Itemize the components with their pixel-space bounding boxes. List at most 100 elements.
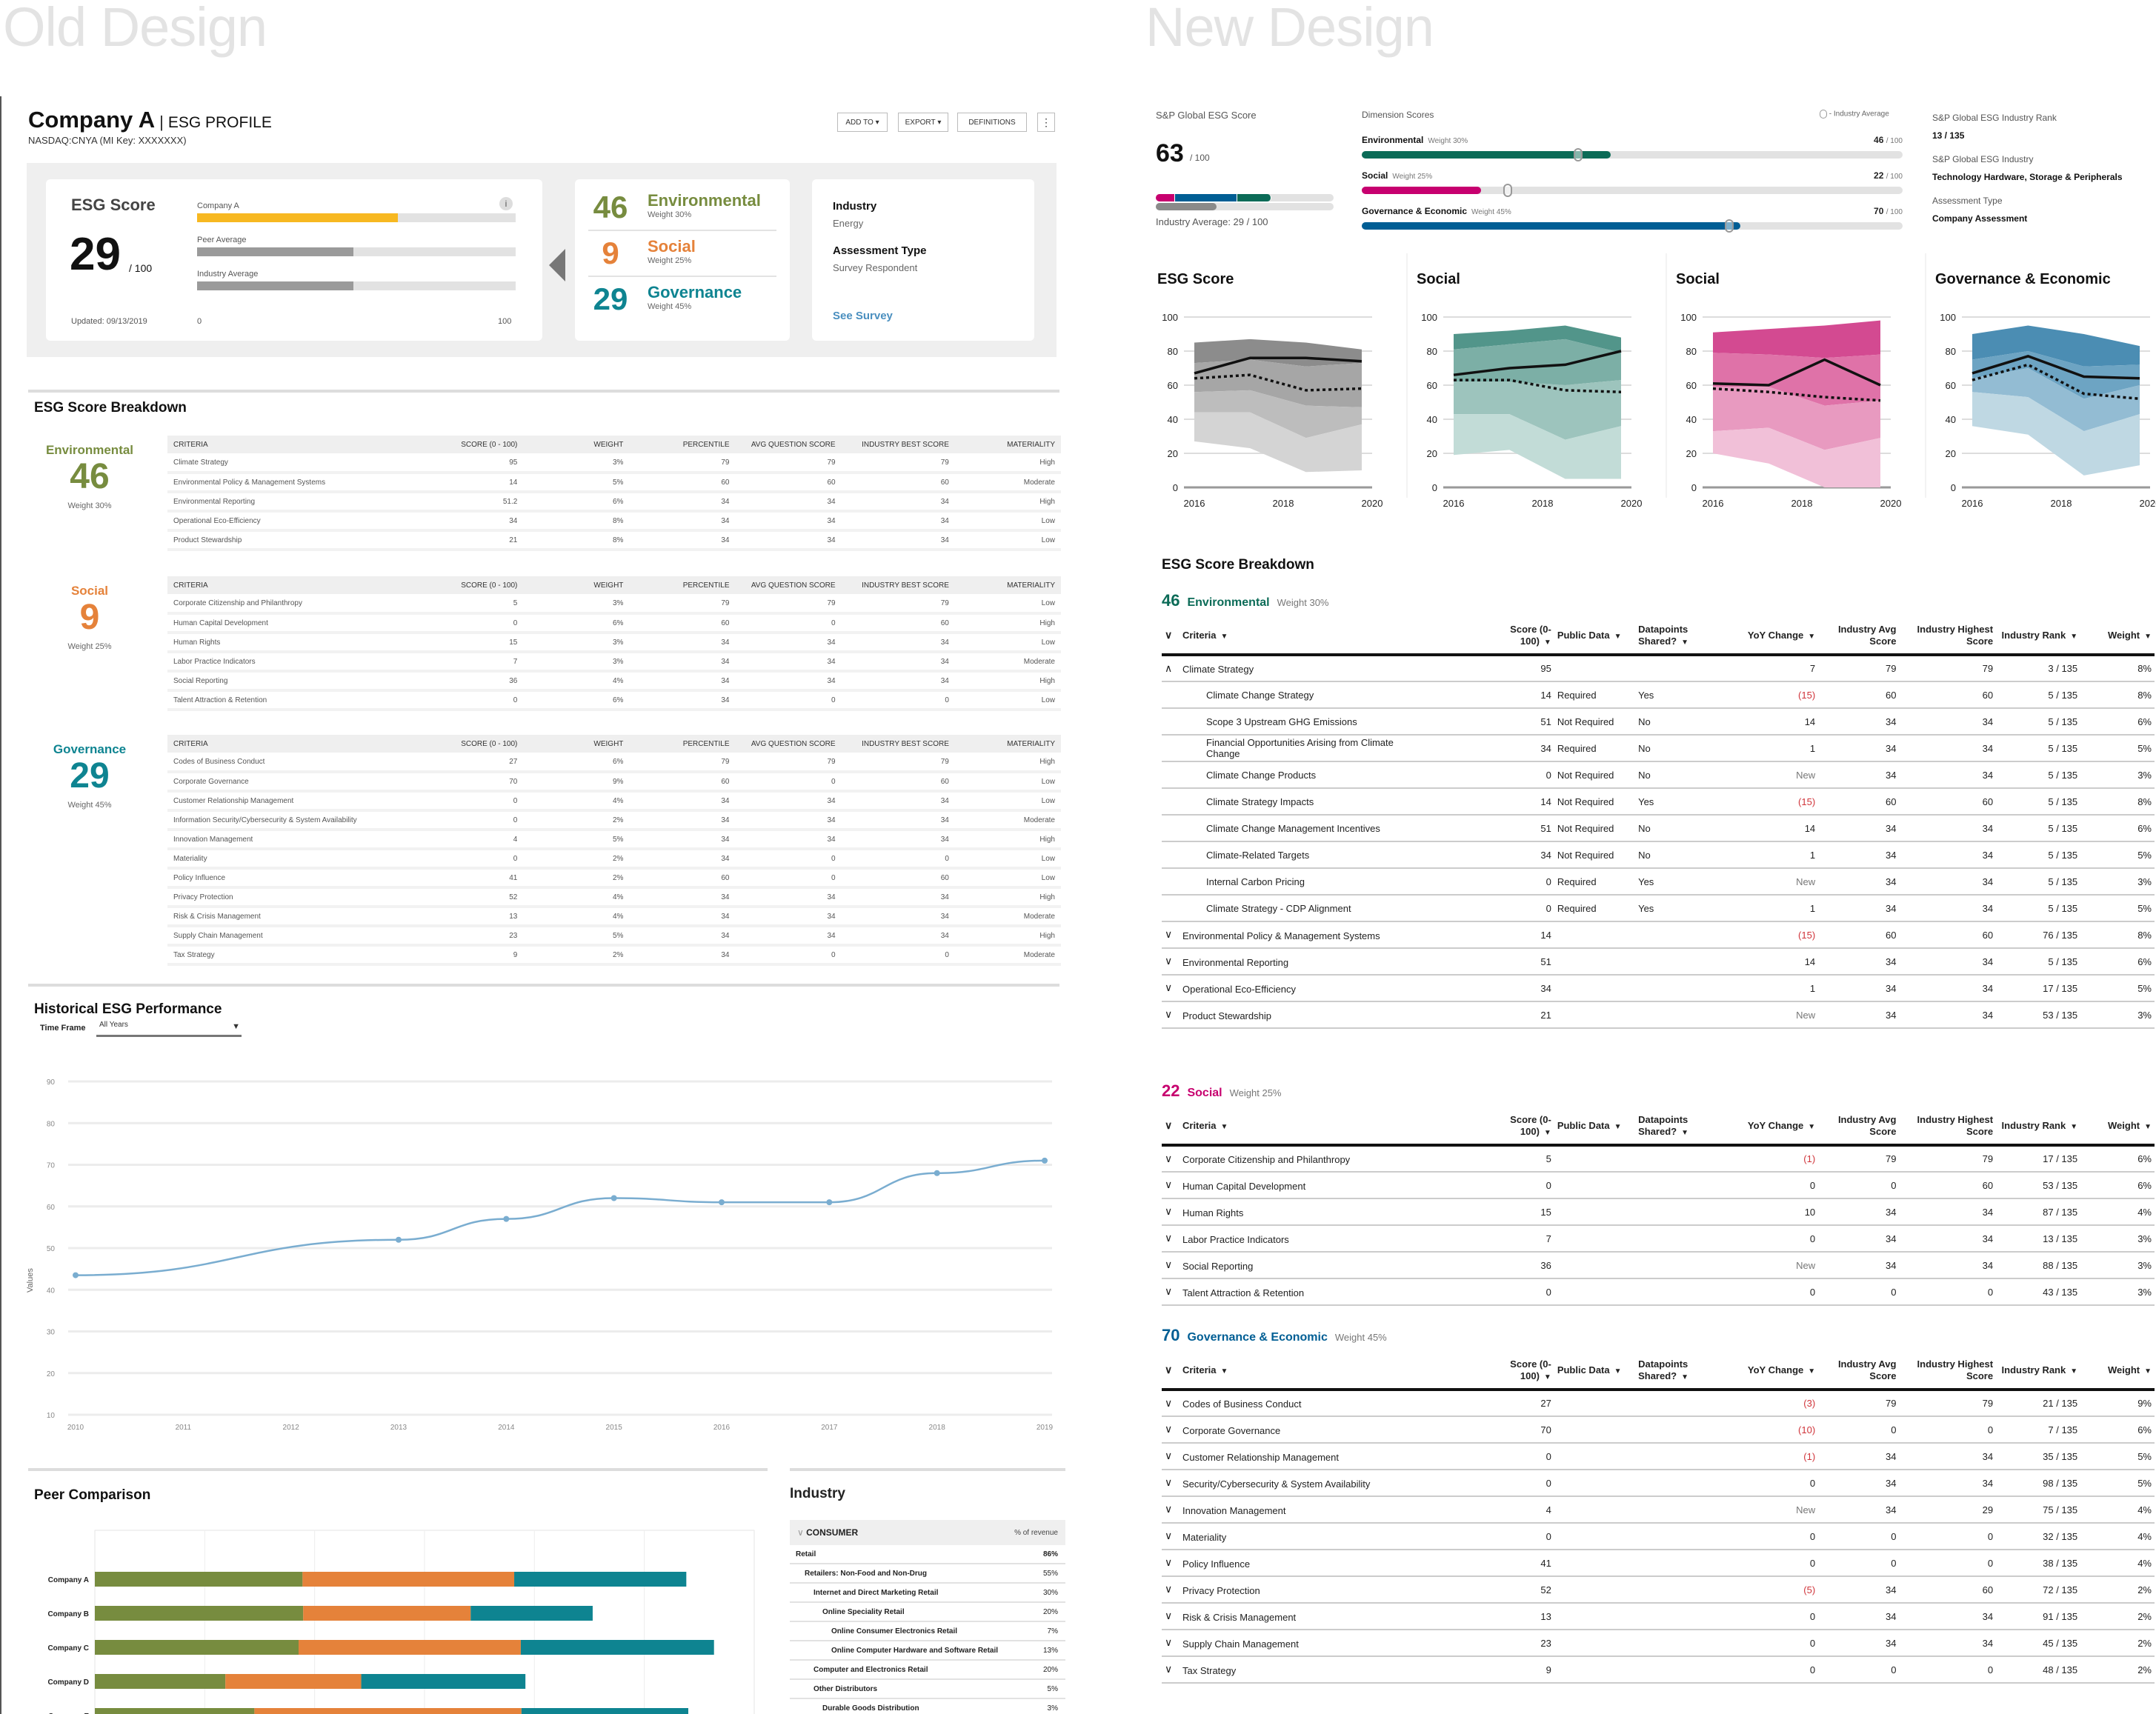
chevron-down-icon[interactable]: ∨ — [1165, 1119, 1173, 1132]
table-row[interactable]: ∨ Talent Attraction & Retention 0 0 0 0 43 / 1… — [1162, 1278, 2155, 1306]
sort-icon[interactable]: ▼ — [1808, 632, 1816, 641]
table-row[interactable]: Climate Change Strategy 14 Required Yes (15)… — [1162, 681, 2155, 709]
industry-average-marker[interactable] — [1574, 148, 1583, 161]
bar-social[interactable] — [225, 1674, 362, 1689]
export-button[interactable]: EXPORT ▾ — [898, 113, 948, 132]
definitions-button[interactable]: DEFINITIONS — [957, 113, 1027, 132]
chevron-down-icon[interactable]: ∨ — [1165, 1583, 1173, 1595]
column-header[interactable]: Industry Highest Score — [1899, 1108, 1997, 1147]
column-header[interactable]: Score (0-100) ▼ — [1487, 1353, 1554, 1391]
chevron-down-icon[interactable]: ∨ — [1165, 1178, 1173, 1191]
column-header[interactable]: MATERIALITY — [954, 436, 1061, 453]
column-header[interactable]: YoY Change ▼ — [1726, 1353, 1819, 1391]
sort-icon[interactable]: ▼ — [1543, 1128, 1551, 1137]
chevron-down-icon[interactable]: ∨ — [1165, 1205, 1173, 1218]
bar-governance[interactable] — [470, 1606, 593, 1621]
table-row[interactable]: ∨ Innovation Management 4 New 34 29 75 / 135 4% — [1162, 1496, 2155, 1524]
chevron-up-icon[interactable]: ∧ — [1165, 661, 1173, 674]
column-header[interactable]: PERCENTILE — [629, 576, 736, 594]
sort-icon[interactable]: ▼ — [1220, 633, 1228, 641]
table-row[interactable]: Climate Strategy Impacts 14 Not Required Ye… — [1162, 788, 2155, 816]
table-row[interactable]: ∨ Security/Cybersecurity & System Availab… — [1162, 1470, 2155, 1497]
data-point[interactable] — [1042, 1157, 1048, 1164]
sort-icon[interactable]: ▼ — [1681, 638, 1689, 647]
column-header[interactable]: WEIGHT — [523, 576, 630, 594]
column-header[interactable]: Industry Rank ▼ — [1996, 618, 2081, 656]
sort-icon[interactable]: ▼ — [2070, 1367, 2078, 1375]
bar-social[interactable] — [299, 1640, 521, 1655]
sort-icon[interactable]: ▼ — [1220, 1367, 1228, 1376]
column-header[interactable]: Score (0-100) ▼ — [1487, 618, 1554, 656]
column-header[interactable]: ∨ Criteria ▼ — [1162, 1353, 1488, 1391]
table-row[interactable]: ∨ Risk & Crisis Management 13 0 34 34 91 / 135… — [1162, 1603, 2155, 1630]
chevron-down-icon[interactable]: ∨ — [1165, 1396, 1173, 1409]
sort-icon[interactable]: ▼ — [1543, 1373, 1551, 1381]
column-header[interactable]: PERCENTILE — [629, 436, 736, 453]
bar-governance[interactable] — [514, 1572, 687, 1587]
table-row[interactable]: ∨ Social Reporting 36 New 34 34 88 / 135 3% — [1162, 1252, 2155, 1279]
sort-icon[interactable]: ▼ — [1614, 632, 1622, 641]
column-header[interactable]: Industry Rank ▼ — [1996, 1108, 2081, 1147]
see-survey-link[interactable]: See Survey — [833, 310, 893, 322]
column-header[interactable]: SCORE (0 - 100) — [417, 576, 524, 594]
bar-social[interactable] — [303, 1606, 471, 1621]
chevron-down-icon[interactable]: ∨ — [1165, 928, 1173, 941]
chevron-down-icon[interactable]: ∨ — [1165, 955, 1173, 967]
column-header[interactable]: Public Data ▼ — [1554, 618, 1636, 656]
data-point[interactable] — [396, 1236, 402, 1243]
chevron-down-icon[interactable]: ∨ — [1165, 1476, 1173, 1489]
sort-icon[interactable]: ▼ — [1614, 1367, 1622, 1375]
column-header[interactable]: Weight ▼ — [2080, 1108, 2155, 1147]
column-header[interactable]: MATERIALITY — [954, 735, 1061, 753]
bar-governance[interactable] — [361, 1674, 526, 1689]
sort-icon[interactable]: ▼ — [2070, 1122, 2078, 1131]
column-header[interactable]: AVG QUESTION SCORE — [735, 436, 842, 453]
table-row[interactable]: ∨ Tax Strategy 9 0 0 0 48 / 135 2% — [1162, 1656, 2155, 1684]
column-header[interactable]: MATERIALITY — [954, 576, 1061, 594]
table-row[interactable]: ∨ Materiality 0 0 0 0 32 / 135 4% — [1162, 1523, 2155, 1550]
sort-icon[interactable]: ▼ — [1681, 1128, 1689, 1137]
info-icon[interactable]: i — [499, 197, 513, 210]
column-header[interactable]: Industry Highest Score — [1899, 1353, 1997, 1391]
chevron-down-icon[interactable]: ∨ — [1165, 1530, 1173, 1542]
more-options-button[interactable]: ⋮ — [1037, 113, 1055, 132]
sort-icon[interactable]: ▼ — [1808, 1122, 1816, 1131]
table-row[interactable]: ∨ Corporate Citizenship and Philanthropy 5… — [1162, 1145, 2155, 1173]
table-row[interactable]: Financial Opportunities Arising from Cli… — [1162, 735, 2155, 762]
column-header[interactable]: INDUSTRY BEST SCORE — [841, 735, 955, 753]
sort-icon[interactable]: ▼ — [1808, 1367, 1816, 1375]
column-header[interactable]: CRITERIA — [167, 436, 418, 453]
data-point[interactable] — [719, 1199, 725, 1206]
column-header[interactable]: YoY Change ▼ — [1726, 618, 1819, 656]
table-row[interactable]: Climate-Related Targets 34 Not Required No 1… — [1162, 841, 2155, 869]
data-point[interactable] — [934, 1170, 940, 1176]
timeframe-select[interactable]: All Years ▼ — [96, 1021, 242, 1037]
column-header[interactable]: Weight ▼ — [2080, 1353, 2155, 1391]
column-header[interactable]: AVG QUESTION SCORE — [735, 735, 842, 753]
table-row[interactable]: ∨ Privacy Protection 52 (5) 34 60 72 / 135 2% — [1162, 1576, 2155, 1604]
bar-governance[interactable] — [521, 1708, 688, 1714]
table-row[interactable]: ∨ Codes of Business Conduct 27 (3) 79 79 21 / … — [1162, 1390, 2155, 1417]
table-row[interactable]: ∨ Environmental Reporting 51 14 34 34 5 / 135 6… — [1162, 948, 2155, 976]
data-point[interactable] — [826, 1199, 833, 1206]
industry-group-header[interactable]: ∨ CONSUMER % of revenue — [790, 1520, 1065, 1545]
bar-environmental[interactable] — [95, 1708, 255, 1714]
column-header[interactable]: Weight ▼ — [2080, 618, 2155, 656]
sort-icon[interactable]: ▼ — [1543, 638, 1551, 647]
chevron-down-icon[interactable]: ∨ — [1165, 1152, 1173, 1164]
table-row[interactable]: Internal Carbon Pricing 0 Required Yes New 34… — [1162, 868, 2155, 896]
industry-average-marker[interactable] — [1725, 219, 1734, 233]
column-header[interactable]: Score (0-100) ▼ — [1487, 1108, 1554, 1147]
table-row[interactable]: Climate Change Products 0 Not Required No Ne… — [1162, 761, 2155, 789]
table-row[interactable]: ∧ Climate Strategy 95 7 79 79 3 / 135 8% — [1162, 655, 2155, 682]
column-header[interactable]: Industry Avg Score — [1818, 618, 1900, 656]
table-row[interactable]: ∨ Corporate Governance 70 (10) 0 0 7 / 135 6% — [1162, 1416, 2155, 1444]
column-header[interactable]: CRITERIA — [167, 576, 418, 594]
chevron-down-icon[interactable]: ∨ — [1165, 1008, 1173, 1021]
chevron-down-icon[interactable]: ∨ — [1165, 1232, 1173, 1244]
data-point[interactable] — [73, 1272, 79, 1278]
bar-social[interactable] — [254, 1708, 522, 1714]
sort-icon[interactable]: ▼ — [1220, 1123, 1228, 1132]
column-header[interactable]: Datapoints Shared? ▼ — [1635, 1108, 1727, 1147]
bar-environmental[interactable] — [95, 1572, 303, 1587]
